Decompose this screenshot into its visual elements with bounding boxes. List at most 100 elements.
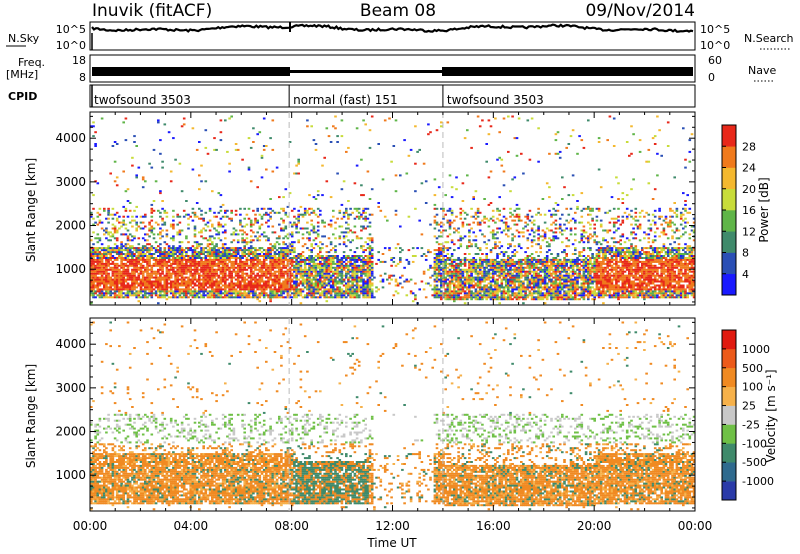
power-cell	[150, 290, 154, 293]
power-cell	[517, 243, 521, 246]
power-cell	[178, 231, 182, 234]
power-cell	[224, 288, 227, 291]
power-cell	[137, 278, 141, 281]
power-cell	[174, 158, 177, 161]
power-cell	[159, 190, 162, 193]
power-cell	[437, 257, 441, 259]
power-cell	[310, 249, 313, 252]
power-cell	[494, 233, 497, 236]
power-cell	[200, 209, 203, 212]
power-cell	[131, 276, 134, 279]
power-cell	[146, 284, 149, 287]
power-cell	[185, 262, 188, 265]
power-cell	[115, 249, 119, 252]
power-cell	[247, 168, 251, 171]
power-cell	[100, 253, 104, 255]
power-cell	[146, 268, 149, 271]
power-cell	[109, 247, 112, 250]
power-cell	[349, 207, 352, 210]
power-cell	[120, 241, 123, 244]
power-cell	[498, 276, 501, 279]
power-cell	[120, 253, 123, 255]
power-cell	[312, 257, 316, 259]
power-cell	[94, 180, 97, 183]
power-cell	[262, 296, 266, 299]
power-cell	[459, 207, 463, 210]
power-cell	[163, 296, 167, 299]
power-cell	[256, 237, 259, 240]
power-cell	[392, 274, 396, 277]
power-cell	[111, 266, 115, 269]
power-cell	[224, 229, 227, 232]
power-cell	[120, 270, 123, 273]
power-cell	[496, 257, 499, 259]
power-cell	[111, 262, 115, 265]
power-cell	[103, 296, 106, 299]
power-cell	[189, 247, 192, 250]
power-cell	[299, 257, 303, 259]
power-cell	[364, 215, 367, 218]
power-cell	[247, 207, 251, 210]
power-cell	[275, 241, 279, 244]
power-cell	[303, 213, 307, 216]
power-cell	[113, 294, 117, 297]
power-cell	[107, 272, 110, 275]
power-cell	[126, 274, 130, 277]
power-cell	[133, 288, 136, 291]
power-cell	[282, 237, 285, 240]
power-cell	[301, 233, 305, 236]
power-cell	[137, 284, 141, 287]
power-cell	[126, 229, 130, 232]
power-cell	[485, 253, 488, 255]
power-cell	[135, 145, 138, 147]
power-cell	[290, 233, 294, 236]
power-cell	[472, 231, 475, 234]
power-cell	[148, 292, 151, 295]
power-cell	[394, 190, 398, 193]
power-cell	[211, 266, 214, 269]
power-cell	[126, 288, 130, 291]
power-cell	[113, 292, 117, 295]
power-cell	[379, 274, 383, 277]
power-cell	[105, 286, 108, 289]
power-cell	[135, 282, 138, 285]
power-cell	[217, 221, 221, 224]
power-cell	[159, 243, 162, 246]
power-cell	[409, 278, 413, 281]
power-cell	[111, 260, 115, 263]
power-cell	[137, 266, 141, 269]
power-cell	[144, 213, 147, 216]
power-cell	[360, 213, 363, 216]
power-cell	[498, 213, 501, 216]
power-cell	[178, 221, 182, 224]
power-cell	[448, 225, 452, 228]
power-cell	[342, 260, 346, 263]
power-cell	[520, 276, 523, 279]
power-cell	[249, 221, 253, 224]
power-cell	[269, 300, 272, 303]
power-cell	[383, 215, 387, 218]
power-cell	[474, 217, 478, 220]
power-cell	[433, 227, 437, 230]
power-cell	[146, 258, 149, 261]
power-cell	[96, 272, 100, 275]
power-cell	[226, 278, 229, 281]
power-cell	[172, 215, 175, 218]
power-cell	[96, 282, 100, 285]
power-cell	[453, 300, 456, 303]
power-cell	[111, 292, 115, 295]
power-cell	[489, 125, 493, 128]
power-cell	[254, 292, 257, 295]
power-cell	[141, 255, 145, 257]
power-cell	[485, 298, 488, 301]
power-cell	[284, 266, 288, 269]
power-cell	[115, 239, 119, 242]
power-cell	[357, 207, 361, 210]
power-cell	[321, 243, 324, 246]
power-cell	[148, 223, 151, 226]
power-cell	[224, 260, 227, 263]
power-cell	[526, 296, 530, 299]
power-cell	[293, 221, 296, 224]
power-cell	[120, 245, 123, 248]
power-cell	[515, 137, 519, 140]
